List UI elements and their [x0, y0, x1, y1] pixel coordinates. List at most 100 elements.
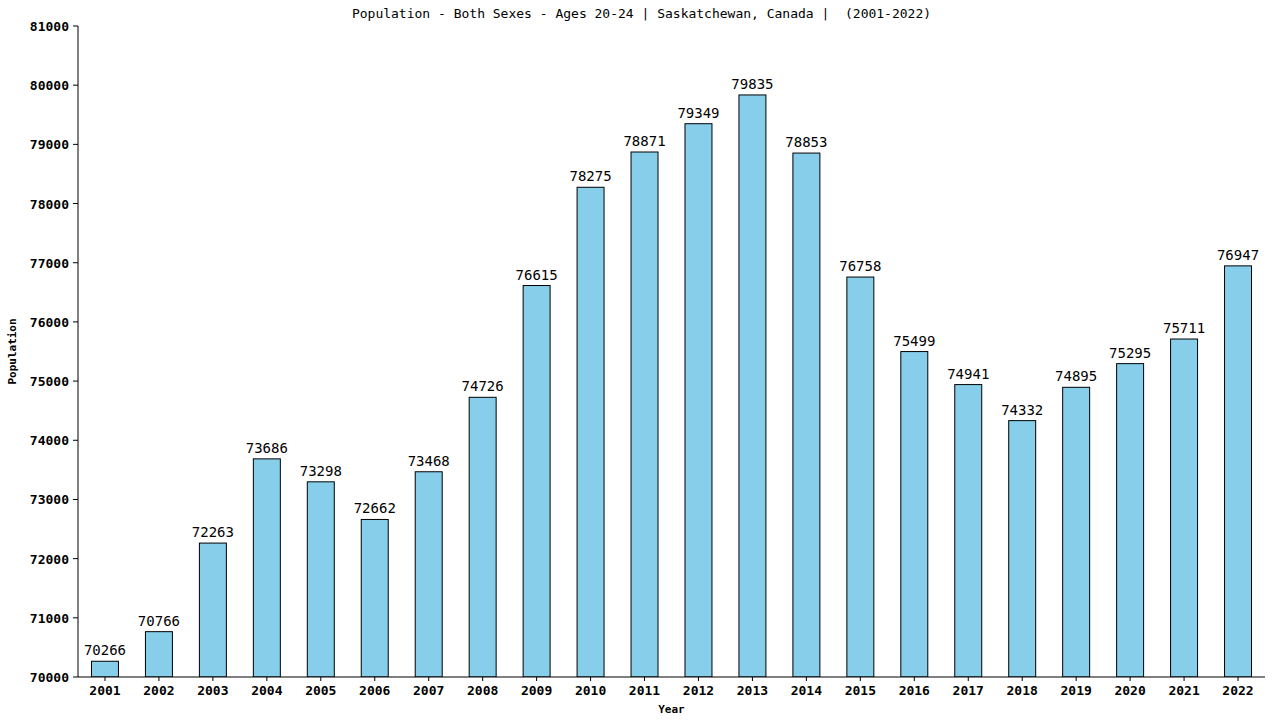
x-tick [968, 677, 969, 681]
data-label: 75711 [1163, 320, 1205, 336]
bar [145, 632, 172, 677]
x-tick [158, 677, 159, 681]
x-tick [860, 677, 861, 681]
x-tick-label: 2019 [1061, 683, 1092, 698]
y-tick-label: 70000 [30, 670, 69, 685]
bar [469, 397, 496, 677]
x-tick [1022, 677, 1023, 681]
y-tick-label: 78000 [30, 197, 69, 212]
data-label: 74895 [1055, 368, 1097, 384]
x-axis-label: Year [658, 703, 685, 716]
data-label: 79349 [677, 105, 719, 121]
x-tick [320, 677, 321, 681]
x-tick [104, 677, 105, 681]
x-tick-label: 2020 [1114, 683, 1145, 698]
x-tick-label: 2014 [791, 683, 822, 698]
y-tick-label: 72000 [30, 552, 69, 567]
y-tick [73, 499, 78, 500]
x-tick-label: 2016 [899, 683, 930, 698]
bar [955, 385, 982, 677]
x-tick [644, 677, 645, 681]
bar [199, 543, 226, 677]
x-tick-label: 2011 [629, 683, 660, 698]
data-label: 74941 [947, 366, 989, 382]
bar [253, 459, 280, 677]
data-label: 72662 [354, 500, 396, 516]
x-tick-label: 2008 [467, 683, 498, 698]
x-tick-label: 2007 [413, 683, 444, 698]
data-label: 76758 [839, 258, 881, 274]
y-tick-label: 71000 [30, 611, 69, 626]
x-tick-label: 2021 [1168, 683, 1199, 698]
bar [361, 519, 388, 677]
x-tick [266, 677, 267, 681]
bar [577, 187, 604, 677]
y-tick [73, 262, 78, 263]
y-tick [73, 617, 78, 618]
data-label: 75295 [1109, 345, 1151, 361]
data-label: 73686 [246, 440, 288, 456]
y-tick [73, 144, 78, 145]
data-label: 73468 [408, 453, 450, 469]
x-tick [536, 677, 537, 681]
x-tick-label: 2003 [197, 683, 228, 698]
y-tick-label: 77000 [30, 256, 69, 271]
x-tick-label: 2001 [89, 683, 120, 698]
data-label: 74332 [1001, 402, 1043, 418]
x-tick [914, 677, 915, 681]
y-tick-label: 81000 [30, 19, 69, 34]
x-tick-label: 2022 [1222, 683, 1253, 698]
y-tick [73, 203, 78, 204]
y-tick [73, 321, 78, 322]
bar [307, 482, 334, 677]
y-tick [73, 440, 78, 441]
data-label: 70766 [138, 613, 180, 629]
x-tick-label: 2010 [575, 683, 606, 698]
data-label: 76947 [1217, 247, 1259, 263]
bar [1009, 421, 1036, 677]
x-tick [374, 677, 375, 681]
bar [901, 352, 928, 677]
x-tick-label: 2004 [251, 683, 282, 698]
y-tick-label: 76000 [30, 315, 69, 330]
data-label: 79835 [731, 76, 773, 92]
bar [793, 153, 820, 677]
x-tick [698, 677, 699, 681]
bar [847, 277, 874, 677]
x-tick-label: 2018 [1007, 683, 1038, 698]
x-tick-label: 2013 [737, 683, 768, 698]
bar [1117, 364, 1144, 677]
x-tick-label: 2009 [521, 683, 552, 698]
x-tick [482, 677, 483, 681]
x-tick-label: 2002 [143, 683, 174, 698]
x-tick [1238, 677, 1239, 681]
data-label: 78853 [785, 134, 827, 150]
bars [91, 95, 1251, 677]
data-label: 74726 [462, 378, 504, 394]
x-tick [212, 677, 213, 681]
x-tick-label: 2006 [359, 683, 390, 698]
chart: Population - Both Sexes - Ages 20-24 | S… [0, 0, 1280, 720]
bar [91, 661, 118, 677]
x-tick [1130, 677, 1131, 681]
y-tick [73, 26, 78, 27]
bar [1225, 266, 1252, 677]
x-tick [428, 677, 429, 681]
bar [1063, 387, 1090, 677]
bar [415, 472, 442, 677]
y-axis-label: Population [6, 318, 19, 384]
x-tick-label: 2005 [305, 683, 336, 698]
data-label: 78275 [569, 168, 611, 184]
y-tick [73, 677, 78, 678]
y-tick-label: 79000 [30, 137, 69, 152]
x-tick [590, 677, 591, 681]
bar [739, 95, 766, 677]
y-tick-label: 74000 [30, 433, 69, 448]
y-tick-label: 80000 [30, 78, 69, 93]
y-tick-label: 75000 [30, 374, 69, 389]
x-tick [806, 677, 807, 681]
data-label: 76615 [516, 267, 558, 283]
y-tick [73, 85, 78, 86]
bar [523, 286, 550, 677]
data-label: 75499 [893, 333, 935, 349]
